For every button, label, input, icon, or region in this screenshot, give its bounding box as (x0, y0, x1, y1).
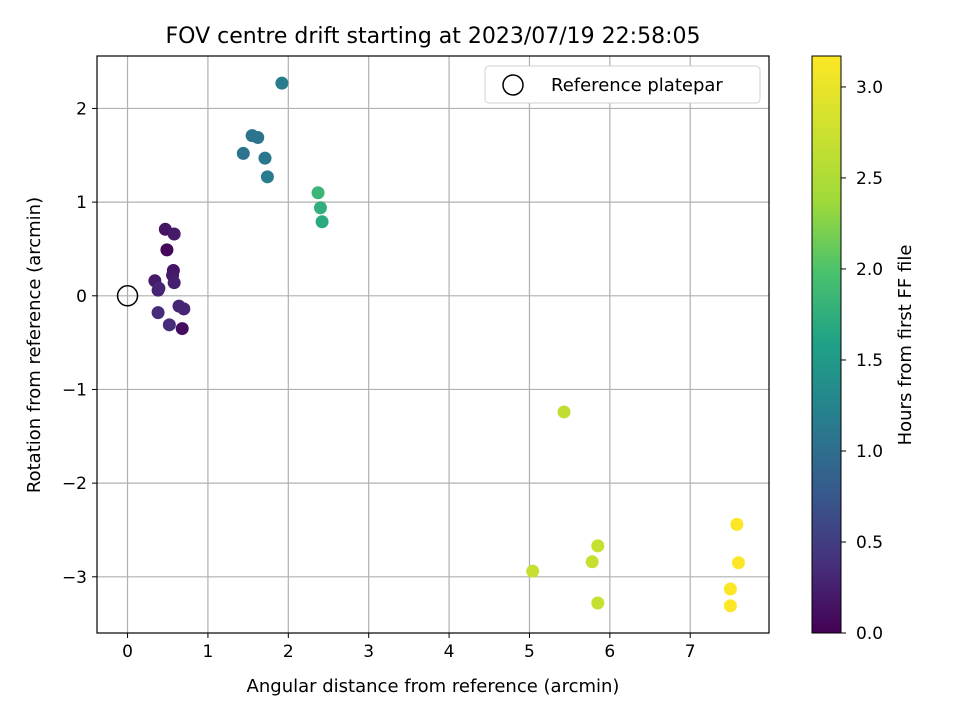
legend-box (484, 65, 761, 104)
colorbar-tick-label: 3.0 (856, 78, 883, 98)
scatter-point (175, 322, 189, 336)
chart-title: FOV centre drift starting at 2023/07/19 … (166, 24, 701, 49)
scatter-point (236, 146, 250, 160)
colorbar: 0.0 0.5 1.0 1.5 2.0 2.5 3.0 Hours from first F… (811, 55, 916, 644)
grid-lines (97, 56, 769, 633)
scatter-point (311, 186, 325, 200)
colorbar-tick-label: 1.0 (856, 442, 883, 462)
scatter-point (152, 281, 166, 295)
scatter-point (151, 306, 165, 320)
scatter-point (723, 582, 737, 596)
reference-point-marker (116, 285, 139, 307)
scatter-point (585, 555, 599, 569)
x-axis-label: Angular distance from reference (arcmin) (247, 676, 620, 697)
reference-layer (116, 285, 139, 307)
x-tick-label: 4 (444, 642, 455, 662)
scatter-point (167, 227, 181, 241)
scatter-point (258, 151, 272, 165)
x-tick-label: 5 (524, 642, 535, 662)
scatter-point (315, 215, 329, 229)
scatter-point (251, 130, 265, 144)
colorbar-gradient (811, 55, 842, 634)
x-tick-label: 6 (604, 642, 615, 662)
x-tick-label: 7 (685, 642, 696, 662)
scatter-point (275, 76, 289, 90)
y-tick-label: 2 (76, 99, 87, 119)
legend-label-reference: Reference platepar (551, 75, 723, 96)
colorbar-label: Hours from first FF file (895, 245, 916, 446)
y-axis-ticks: −3 −2 −1 0 1 2 (62, 99, 97, 588)
scatter-point (723, 599, 737, 613)
x-tick-label: 1 (203, 642, 214, 662)
colorbar-tick-label: 0.0 (856, 624, 883, 644)
scatter-point (526, 564, 540, 578)
scatter-point (557, 405, 571, 419)
colorbar-tick-label: 0.5 (856, 533, 883, 553)
data-points (148, 76, 745, 613)
scatter-point (260, 170, 274, 184)
colorbar-tick-label: 2.5 (856, 169, 883, 189)
plot-area-frame (96, 55, 770, 634)
legend-marker-reference (502, 74, 524, 96)
scatter-point (160, 243, 174, 257)
scatter-point (162, 318, 176, 332)
y-tick-label: 1 (76, 193, 87, 213)
y-tick-label: −2 (62, 474, 87, 494)
scatter-point (731, 556, 745, 570)
colorbar-tick-label: 2.0 (856, 260, 883, 280)
scatter-point (591, 596, 605, 610)
y-tick-label: 0 (76, 287, 87, 307)
scatter-point (313, 201, 327, 215)
y-axis-label: Rotation from reference (arcmin) (24, 197, 45, 493)
x-tick-label: 2 (283, 642, 294, 662)
y-tick-label: −3 (62, 568, 87, 588)
x-tick-label: 3 (363, 642, 374, 662)
scatter-point (177, 302, 191, 316)
colorbar-tick-label: 1.5 (856, 351, 883, 371)
colorbar-ticks: 0.0 0.5 1.0 1.5 2.0 2.5 3.0 (841, 78, 883, 644)
x-axis-ticks: 0 1 2 3 4 5 6 7 (122, 633, 696, 662)
x-tick-label: 0 (122, 642, 133, 662)
scatter-point (167, 276, 181, 290)
legend: Reference platepar (484, 65, 761, 104)
scatter-point (730, 517, 744, 531)
y-tick-label: −1 (62, 380, 87, 400)
scatter-point (591, 539, 605, 553)
